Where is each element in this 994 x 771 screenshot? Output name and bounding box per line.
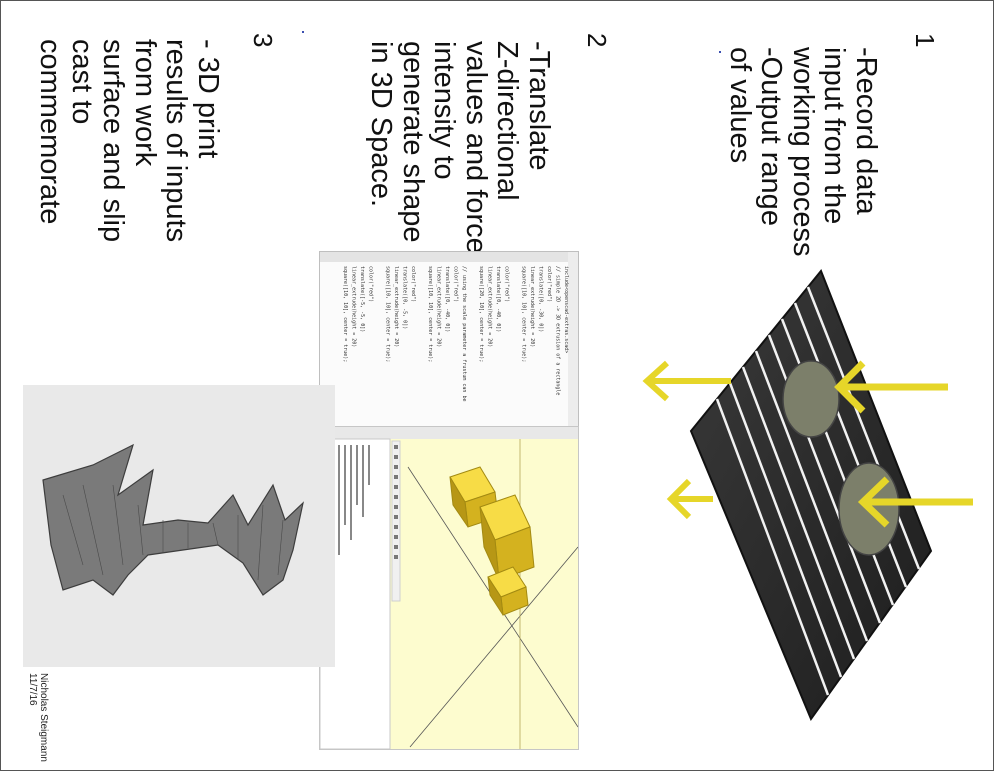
code-line: linear_extrude(height = 20)	[436, 266, 442, 347]
step-2-line-5: generate shape	[397, 41, 429, 243]
step-1-line-1: -Record data	[850, 47, 882, 215]
code-line: include<openscad-extras.scad>	[563, 266, 569, 353]
code-line: linear_extrude(height = 20)	[487, 266, 493, 347]
render-panel	[23, 385, 335, 667]
sculpture-render	[42, 443, 304, 596]
code-line: linear_extrude(height = 20)	[351, 266, 357, 347]
step-1-line-5: of values	[724, 47, 756, 164]
code-line: translate([-5, -5, 0])	[359, 266, 365, 332]
code-line: color("red")	[546, 266, 552, 302]
code-line: color("red")	[504, 266, 510, 302]
code-lines: include<openscad-extras.scad>// simple 2…	[342, 266, 569, 401]
step-2-text: -Translate Z-directional values and forc…	[365, 41, 556, 254]
signature-name: Nicholas Steigmann	[38, 673, 49, 762]
step-3-line-3: from work	[129, 39, 161, 167]
step-3-line-6: commemorate	[34, 39, 67, 225]
signature-date: 11/7/16	[27, 673, 38, 706]
step-1-line-4: -Output range	[755, 47, 788, 226]
step-3-line-1: - 3D print	[192, 39, 224, 159]
ink-dot	[302, 31, 304, 33]
code-line: color("red")	[368, 266, 374, 302]
code-line: color("red")	[410, 266, 416, 302]
step-2-line-3: values and force	[460, 41, 492, 254]
yellow-blocks	[449, 466, 535, 616]
code-editor-panel: include<openscad-extras.scad>// simple 2…	[319, 251, 579, 428]
mesh-lines	[62, 484, 284, 581]
code-line: square([10, 10], center = true);	[342, 266, 348, 362]
step-2-line-1: -Translate	[523, 41, 555, 171]
step-1-number: 1	[910, 33, 940, 48]
sculpture-shape	[42, 443, 304, 596]
code-line: // simple 2D -> 3D extrusion of a rectan…	[555, 266, 561, 395]
step-3-line-2: results of inputs	[160, 39, 193, 243]
code-line: translate([0, -40, 0])	[444, 266, 450, 332]
code-line: square([10, 10], center = true);	[385, 266, 391, 362]
step-3-line-4: surface and slip	[97, 39, 130, 243]
code-line: linear_extrude(height = 20)	[393, 266, 399, 347]
step-1-text: -Record data input from the working proc…	[724, 47, 882, 257]
code-editor-render: include<openscad-extras.scad>// simple 2…	[320, 252, 578, 427]
step-3-text: - 3D print results of inputs from work s…	[34, 39, 225, 243]
step-2-line-6: in 3D Space.	[365, 41, 398, 208]
code-line: square([10, 10], center = true);	[427, 266, 433, 362]
code-line: square([10, 10], center = true);	[521, 266, 527, 362]
step-1-line-3: working process	[787, 47, 819, 257]
code-line: square([20, 10], center = true);	[478, 266, 484, 362]
toolbar-icons	[391, 440, 401, 602]
force-arrows	[642, 360, 973, 528]
viewport-render	[320, 427, 578, 749]
code-line: translate([0, -30, 0])	[538, 266, 544, 332]
step-3-line-5: cast to	[66, 39, 98, 125]
code-line: color("red")	[453, 266, 459, 302]
clay-disc-1	[782, 360, 840, 438]
code-line: translate([0, -5, 0])	[402, 266, 408, 329]
step-2-number: 2	[582, 33, 612, 48]
code-line: // using the scale parameter a frustum c…	[461, 266, 467, 401]
ink-dot	[719, 51, 721, 53]
3d-viewport	[319, 426, 579, 750]
code-line: linear_extrude(height = 20)	[529, 266, 535, 347]
step-2-line-2: Z-directional	[491, 41, 524, 201]
board-with-arrows-image	[642, 269, 973, 722]
code-line: translate([0, -40, 0])	[495, 266, 501, 332]
step-2-line-4: intensity to	[428, 41, 461, 180]
signature: Nicholas Steigmann 11/7/16	[27, 673, 49, 762]
step-1-line-2: input from the	[818, 47, 851, 225]
step-3-number: 3	[248, 33, 278, 48]
